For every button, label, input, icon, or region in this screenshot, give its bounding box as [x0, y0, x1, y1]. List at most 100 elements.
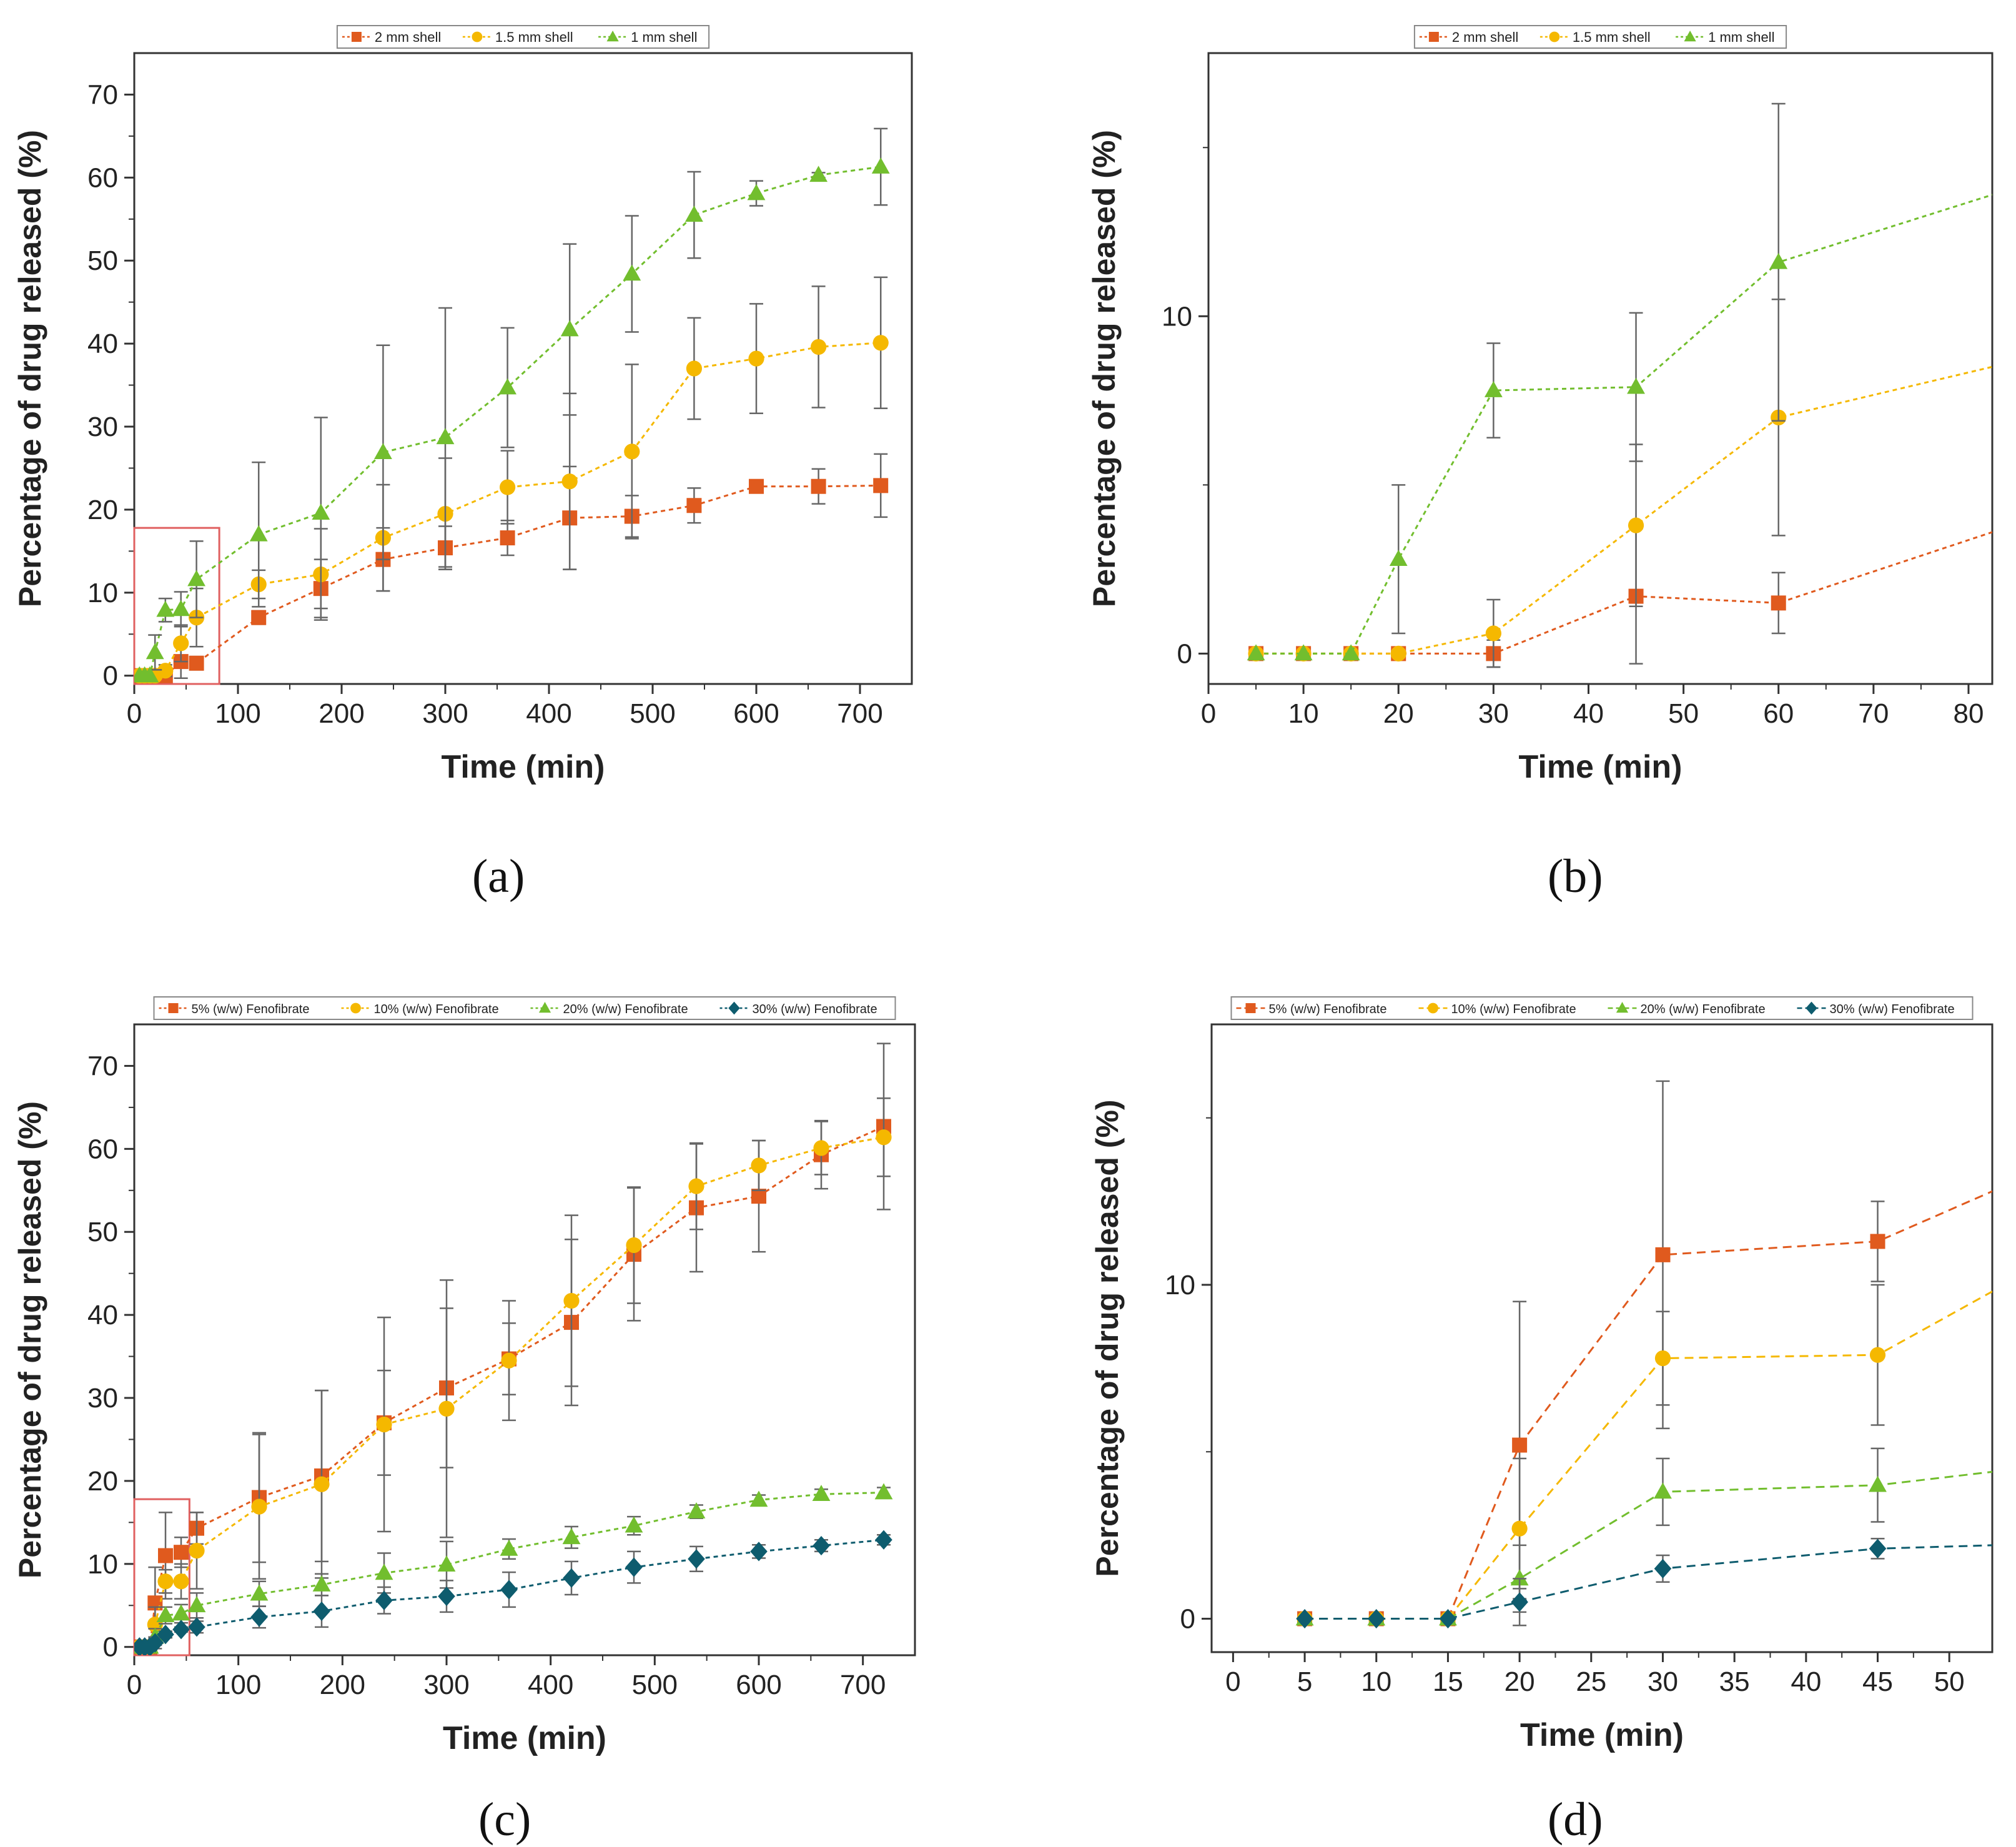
data-point-a-2 — [685, 205, 703, 222]
data-point-b-2 — [1484, 381, 1503, 397]
x-tick-label-c: 200 — [320, 1670, 365, 1700]
y-tick-label-a: 30 — [87, 412, 118, 442]
series-line-d-2 — [1305, 1470, 1992, 1620]
data-point-c-2 — [500, 1539, 518, 1556]
x-tick-label-b: 70 — [1858, 698, 1889, 729]
x-tick-label-d: 0 — [1225, 1666, 1240, 1697]
legend-marker-a-2 — [606, 31, 619, 42]
data-point-c-1 — [314, 1476, 330, 1492]
series-line-a-1 — [139, 342, 881, 677]
data-point-a-1 — [686, 360, 702, 377]
x-tick-label-d: 10 — [1361, 1666, 1391, 1697]
legend-label-d-1: 10% (w/w) Fenofibrate — [1451, 1003, 1576, 1016]
y-tick-label-a: 70 — [87, 79, 118, 110]
data-point-c-1 — [189, 1542, 205, 1559]
series-line-b-1 — [1256, 365, 1992, 655]
x-tick-label-a: 500 — [630, 698, 675, 729]
data-point-d-2 — [1869, 1475, 1887, 1492]
data-point-c-1 — [813, 1140, 829, 1156]
legend-label-c-0: 5% (w/w) Fenofibrate — [192, 1003, 310, 1016]
y-tick-label-a: 50 — [87, 245, 118, 276]
x-tick-label-b: 10 — [1288, 698, 1319, 729]
data-point-c-3 — [157, 1625, 174, 1645]
x-tick-label-c: 600 — [736, 1670, 781, 1700]
x-tick-label-c: 500 — [632, 1670, 678, 1700]
data-point-a-2 — [249, 525, 268, 542]
legend-a: 2 mm shell 1.5 mm shell 1 mm shell — [336, 25, 710, 49]
y-tick-label-a: 60 — [87, 162, 118, 193]
x-tick-label-b: 50 — [1668, 698, 1699, 729]
data-point-c-2 — [312, 1575, 331, 1592]
legend-marker-a-1 — [472, 31, 483, 42]
data-point-d-1 — [1869, 1347, 1886, 1363]
data-point-a-2 — [747, 184, 766, 201]
data-point-c-3 — [563, 1568, 580, 1588]
zoom-region-box-c — [133, 1498, 190, 1656]
data-point-c-2 — [437, 1555, 456, 1572]
data-point-a-0 — [749, 478, 764, 494]
legend-label-b-0: 2 mm shell — [1452, 29, 1518, 45]
data-point-d-3 — [1869, 1538, 1887, 1558]
legend-marker-b-1 — [1549, 31, 1560, 42]
y-axis-label-d: Percentage of drug released (%) — [1090, 1099, 1125, 1577]
legend-label-a-2: 1 mm shell — [631, 29, 697, 45]
series-group-d-1 — [1297, 1284, 1992, 1627]
data-point-d-3 — [1654, 1558, 1672, 1578]
y-tick-label-c: 0 — [103, 1632, 118, 1663]
legend-label-a-1: 1.5 mm shell — [495, 29, 573, 45]
series-line-a-0 — [139, 484, 881, 677]
legend-c: 5% (w/w) Fenofibrate 10% (w/w) Fenofibrat… — [153, 996, 896, 1020]
x-tick-label-a: 0 — [127, 698, 142, 729]
data-point-b-1 — [1390, 645, 1406, 661]
legend-label-c-3: 30% (w/w) Fenofibrate — [753, 1003, 877, 1016]
data-point-c-3 — [688, 1549, 705, 1569]
y-axis-label-a: Percentage of drug released (%) — [12, 130, 47, 607]
data-point-c-0 — [158, 1548, 173, 1563]
data-point-a-2 — [141, 666, 159, 683]
legend-marker-a-0 — [351, 32, 362, 42]
legend-box-d — [1230, 996, 1974, 1020]
data-point-a-0 — [251, 610, 267, 625]
data-point-a-0 — [500, 530, 515, 546]
x-tick-label-a: 600 — [733, 698, 779, 729]
y-tick-label-c: 40 — [87, 1300, 118, 1330]
series-line-b-0 — [1256, 531, 1992, 655]
data-point-c-3 — [875, 1530, 892, 1550]
caption-c: (c) — [478, 1793, 531, 1846]
data-point-c-2 — [250, 1584, 269, 1601]
legend-label-b-2: 1 mm shell — [1708, 29, 1774, 45]
data-point-c-3 — [188, 1617, 205, 1637]
data-point-c-1 — [173, 1573, 189, 1590]
y-axis-label-b: Percentage of drug released (%) — [1087, 130, 1122, 607]
data-point-c-2 — [749, 1490, 768, 1507]
data-point-a-1 — [561, 473, 578, 490]
series-group-d-0 — [1297, 1080, 1992, 1627]
data-point-c-2 — [375, 1563, 393, 1580]
data-point-a-2 — [436, 428, 455, 445]
legend-marker-b-0 — [1428, 32, 1439, 42]
legend-marker-d-2 — [1616, 1002, 1629, 1013]
data-point-c-2 — [812, 1485, 831, 1501]
y-tick-label-c: 30 — [87, 1383, 118, 1414]
data-point-c-2 — [172, 1604, 190, 1621]
data-point-c-3 — [813, 1535, 830, 1556]
x-axis-label-b: Time (min) — [1519, 749, 1682, 785]
data-point-a-1 — [748, 350, 764, 367]
y-axis-label-c: Percentage of drug released (%) — [12, 1101, 47, 1578]
data-point-c-3 — [375, 1590, 393, 1610]
data-point-c-3 — [172, 1620, 190, 1640]
data-point-c-1 — [376, 1416, 392, 1433]
data-point-a-1 — [811, 339, 827, 355]
data-point-c-1 — [876, 1129, 892, 1146]
plot-frame-d — [1210, 1023, 1994, 1653]
legend-box-b — [1413, 25, 1787, 49]
x-tick-label-d: 45 — [1862, 1666, 1893, 1697]
x-axis-label-d: Time (min) — [1520, 1717, 1684, 1753]
data-point-a-1 — [173, 635, 189, 651]
legend-marker-c-1 — [350, 1003, 361, 1014]
x-tick-label-a: 100 — [215, 698, 260, 729]
series-group-d-3 — [1296, 1537, 1992, 1629]
data-point-a-2 — [374, 443, 392, 460]
data-point-d-1 — [1654, 1350, 1671, 1367]
x-tick-label-b: 30 — [1478, 698, 1509, 729]
